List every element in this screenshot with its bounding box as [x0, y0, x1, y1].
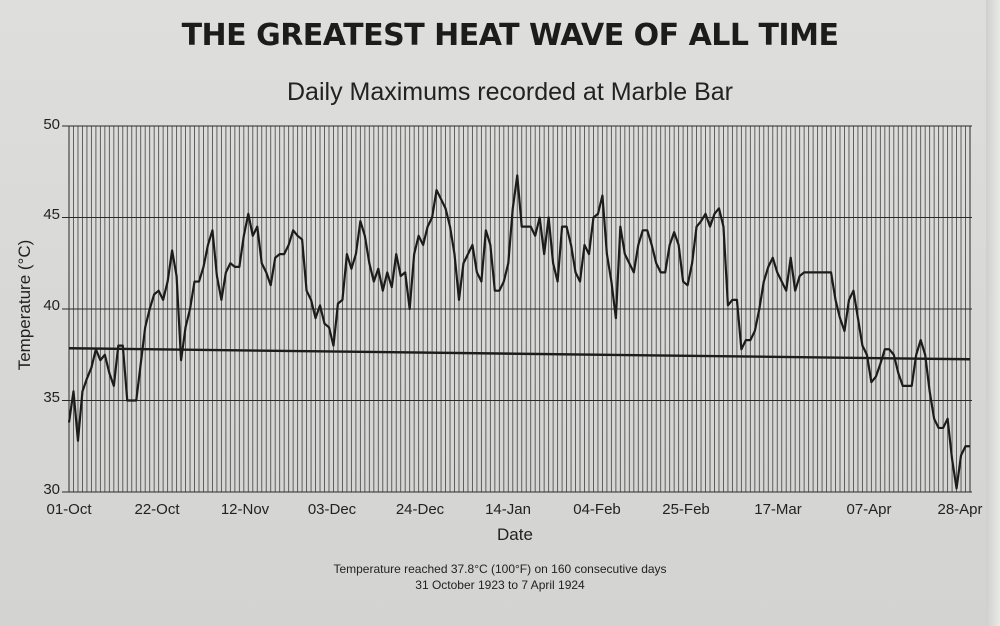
y-tick-label: 50 [43, 116, 60, 133]
x-tick-label: 22-Oct [134, 501, 180, 518]
x-tick-label: 14-Jan [485, 501, 531, 518]
threshold-line [68, 347, 971, 361]
board-edge [986, 0, 1000, 626]
footnote-line-2: 31 October 1923 to 7 April 1924 [415, 578, 585, 592]
y-tick-label: 40 [43, 297, 60, 314]
y-tick-label: 35 [43, 389, 60, 406]
chart-subtitle: Daily Maximums recorded at Marble Bar [287, 78, 733, 106]
x-tick-label: 12-Nov [220, 501, 270, 518]
y-tick-label: 45 [43, 206, 60, 223]
x-tick-label: 28-Apr [937, 501, 983, 518]
x-tick-label: 01-Oct [46, 501, 92, 518]
plot-frame [68, 125, 971, 493]
x-tick-label: 24-Dec [395, 501, 445, 518]
x-tick-label: 03-Dec [307, 501, 357, 518]
x-tick-label: 04-Feb [573, 501, 621, 518]
page-title: THE GREATEST HEAT WAVE OF ALL TIME [181, 18, 839, 53]
series-line-daily-max [67, 174, 970, 490]
x-tick-label: 07-Apr [846, 501, 892, 518]
footnote-line-1: Temperature reached 37.8°C (100°F) on 16… [333, 562, 667, 576]
x-axis-label: Date [497, 525, 533, 544]
x-tick-label: 25-Feb [662, 501, 710, 518]
x-tick-label: 17-Mar [754, 501, 802, 518]
y-tick-label: 30 [43, 481, 60, 498]
